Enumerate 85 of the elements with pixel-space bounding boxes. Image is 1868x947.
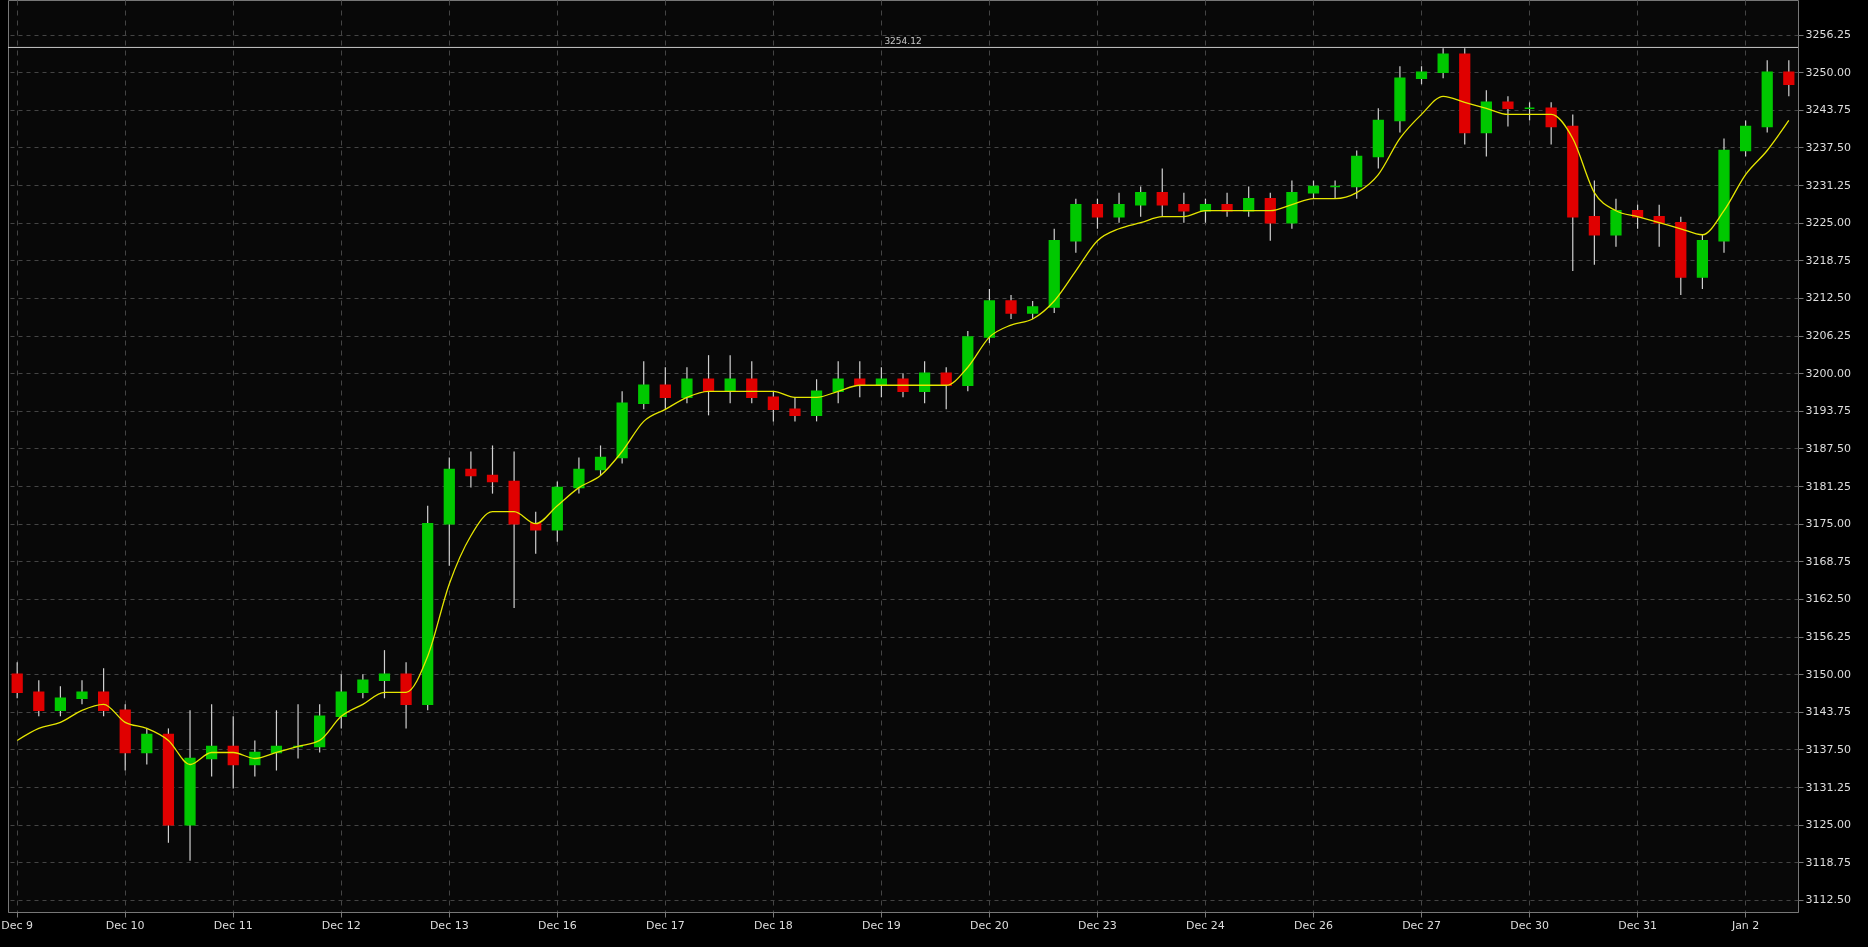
candlestick [465,450,477,489]
y-tick-label: 3237.50 [1805,140,1851,154]
candlestick [918,360,931,404]
candlestick [702,354,715,416]
candlestick [746,360,758,404]
candlestick [1588,179,1600,266]
candlestick [54,685,66,717]
candlestick [875,366,888,398]
y-tick-label: 3137.50 [1805,742,1851,756]
candlestick [357,673,369,699]
y-tick-label: 3187.50 [1805,441,1851,455]
y-tick-label: 3256.25 [1805,28,1851,42]
candlestick [854,360,866,398]
y-tick-label: 3181.25 [1805,479,1851,493]
candlestick [1329,179,1341,200]
y-tick-label: 3118.75 [1805,855,1851,869]
y-tick-label: 3206.25 [1805,329,1851,343]
candlestick [940,366,952,410]
y-tick-label: 3200.00 [1805,366,1851,380]
candlestick [594,444,607,477]
y-tick-label: 3175.00 [1805,517,1851,531]
y-tick-label: 3150.00 [1805,667,1851,681]
candlestick [1783,59,1795,97]
x-tick-label: Dec 16 [537,918,577,932]
y-tick-label: 3231.25 [1805,178,1851,192]
candlestick [1502,95,1514,128]
y-tick-label: 3243.75 [1805,103,1851,117]
candlestick [897,372,909,398]
y-tick-label: 3143.75 [1805,705,1851,719]
candlestick [1156,167,1168,218]
x-tick-label: Dec 27 [1402,918,1441,932]
candlestick [1307,179,1320,200]
y-tick-label: 3162.50 [1805,592,1851,606]
candlestick [33,679,45,717]
candlestick [486,444,499,495]
x-tick-label: Dec 9 [1,918,34,932]
x-tick-label: Dec 20 [970,918,1009,932]
x-tick-label: Dec 23 [1078,918,1117,932]
candlestick [724,354,736,404]
candlestick [1027,300,1039,320]
line-series [16,95,1790,766]
candlestick [1545,101,1557,146]
x-tick-label: Dec 13 [429,918,469,932]
y-tick-label: 3125.00 [1805,818,1851,832]
y-tick-label: 3156.25 [1805,630,1851,644]
candlestick [659,366,671,410]
x-tick-label: Dec 17 [645,918,685,932]
candlestick [11,661,23,699]
candlestick [76,679,88,705]
candlestick [789,396,801,422]
x-tick-label: Dec 30 [1510,918,1549,932]
y-tick-label: 3212.50 [1805,291,1851,305]
candlestick [1005,294,1017,320]
x-tick-label: Dec 18 [753,918,793,932]
y-tick-label: 3168.75 [1805,554,1851,568]
candlestick [227,715,239,790]
x-tick-label: Dec 12 [321,918,361,932]
candlestick [1091,198,1104,230]
x-tick-label: Dec 26 [1294,918,1333,932]
candlestick [1415,65,1428,85]
x-tick-label: Dec 24 [1186,918,1225,932]
x-tick-label: Dec 11 [213,918,253,932]
candlestick [1113,192,1125,224]
x-tick-label: Dec 31 [1618,918,1657,932]
candlestick [1523,101,1536,121]
y-tick-label: 3218.75 [1805,253,1851,267]
x-tick-label: Jan 2 [1730,918,1760,932]
candlestick [573,456,585,495]
x-tick-label: Dec 10 [105,918,145,932]
candlestick [832,360,844,404]
x-tick-label: Dec 19 [862,918,901,932]
candlestick [1135,186,1147,218]
candlestick [638,360,650,410]
y-tick-label: 3250.00 [1805,65,1851,79]
candlestick [141,727,153,766]
y-tick-label: 3193.75 [1805,404,1851,418]
candlestick [378,649,391,699]
y-tick-label: 3112.50 [1805,893,1851,907]
ref-line-label: 3254.12 [884,36,922,47]
candlestick [767,390,779,422]
candlestick [97,667,110,717]
candlestick [681,366,693,404]
y-tick-label: 3131.25 [1805,780,1851,794]
y-tick-label: 3225.00 [1805,216,1851,230]
candlestick [1178,192,1190,224]
